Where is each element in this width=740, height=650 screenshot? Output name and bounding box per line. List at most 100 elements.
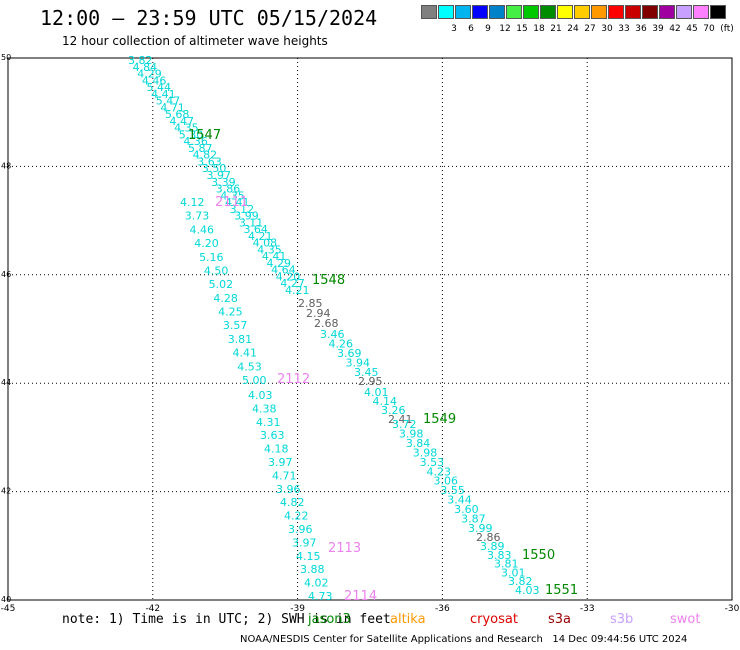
swh-value: 3.98 (399, 427, 424, 440)
swh-value: 2.95 (358, 375, 383, 388)
swh-value: 4.12 (180, 196, 205, 209)
mission-jason3: jason3 (308, 612, 351, 627)
swh-value: 3.73 (185, 210, 210, 223)
legend-label: 6 (468, 24, 474, 34)
lat-tick-label: 44 (1, 378, 11, 387)
swh-value: 4.03 (248, 389, 273, 402)
swh-value: 3.12 (230, 203, 255, 216)
swh-value: 3.88 (300, 563, 325, 576)
swh-value: 3.57 (223, 319, 248, 332)
swh-value: 3.72 (392, 418, 417, 431)
swh-value: 4.38 (252, 402, 277, 415)
swh-value: 3.97 (207, 169, 232, 182)
mission-swot: swot (670, 612, 701, 627)
swh-value: 4.35 (220, 189, 245, 202)
swh-value: 4.31 (256, 416, 281, 429)
swh-value: 4.36 (183, 135, 208, 148)
swh-value: 3.96 (288, 523, 313, 536)
swh-value: 4.25 (218, 306, 243, 319)
legend-label: 3 (451, 24, 457, 34)
swh-value: 3.60 (454, 503, 479, 516)
mission-altika: altika (390, 612, 426, 627)
swh-value: 3.98 (413, 446, 438, 459)
legend-swatch (710, 5, 726, 19)
swh-value: 5.16 (199, 251, 224, 264)
swh-value: 3.39 (211, 176, 236, 189)
legend-swatch (642, 5, 658, 19)
swh-value: 5.00 (242, 374, 267, 387)
legend-swatch (608, 5, 624, 19)
swh-value: 4.53 (237, 360, 262, 373)
legend-swatch (574, 5, 590, 19)
swh-value: 4.41 (151, 88, 176, 101)
legend-swatch (523, 5, 539, 19)
legend-unit: (ft) (720, 24, 734, 34)
pass-label-2111: 2111 (215, 195, 248, 210)
swh-value: 4.71 (160, 101, 185, 114)
swh-value: 4.03 (515, 584, 540, 597)
swh-value: 4.29 (137, 68, 162, 81)
lon-tick-label: -36 (435, 604, 450, 614)
swh-value: 4.18 (264, 443, 289, 456)
lat-tick-label: 42 (1, 487, 11, 496)
pass-label-1549: 1549 (423, 412, 456, 427)
legend-label: 70 (703, 24, 715, 34)
lon-tick-label: -30 (725, 604, 740, 614)
mission-cryosat: cryosat (470, 612, 518, 627)
swh-value: 2.86 (476, 531, 501, 544)
legend-label: 18 (533, 24, 545, 34)
swh-value: 3.46 (320, 328, 345, 341)
swh-value: 4.02 (304, 577, 329, 590)
legend-label: 33 (618, 24, 630, 34)
legend-swatch (455, 5, 471, 19)
lon-tick-label: -42 (145, 604, 160, 614)
swh-value: 4.47 (170, 115, 195, 128)
swh-value: 5.47 (156, 95, 181, 108)
swh-value: 4.21 (285, 284, 310, 297)
lon-tick-label: -33 (580, 604, 595, 614)
pass-label-1551: 1551 (545, 583, 578, 598)
swh-value: 3.99 (234, 210, 258, 223)
swh-value: 3.63 (197, 155, 222, 168)
legend-swatch (557, 5, 573, 19)
lat-tick-label: 48 (1, 161, 11, 170)
legend-label: 42 (669, 24, 681, 34)
swh-value: 3.01 (501, 566, 526, 579)
swh-value: 4.28 (213, 292, 238, 305)
swh-value: 4.01 (364, 386, 389, 399)
swh-value: 4.84 (133, 61, 158, 74)
swh-value: 2.68 (314, 317, 339, 330)
swh-value: 3.50 (202, 162, 227, 175)
swh-value: 4.26 (329, 338, 354, 351)
footer-note: note: 1) Time is in UTC; 2) SWH is in fe… (62, 612, 391, 627)
swh-value: 2.85 (298, 297, 323, 310)
lat-tick-label: 40 (1, 595, 11, 604)
swh-value: 4.41 (262, 250, 287, 263)
swh-value: 4.14 (373, 395, 398, 408)
pass-label-2112: 2112 (277, 372, 310, 387)
swh-value: 5.87 (188, 142, 213, 155)
swh-value: 4.64 (271, 264, 296, 277)
swh-value: 4.20 (276, 270, 301, 283)
swh-value: 3.11 (239, 216, 264, 229)
swh-value: 3.83 (487, 549, 512, 562)
swh-value: 3.26 (381, 404, 406, 417)
swh-value: 4.20 (194, 237, 219, 250)
legend-swatch (591, 5, 607, 19)
swh-value: 3.63 (260, 429, 285, 442)
swh-value: 4.21 (248, 230, 273, 243)
swh-value: 3.82 (508, 575, 533, 588)
swh-value: 4.08 (253, 237, 277, 250)
pass-label-1547: 1547 (188, 128, 221, 143)
swh-value: 4.46 (190, 223, 215, 236)
swh-value: 4.71 (272, 469, 297, 482)
legend-label: 30 (601, 24, 613, 34)
legend-label: 39 (652, 24, 664, 34)
swh-value: 3.81 (494, 558, 519, 571)
mission-s3a: s3a (548, 612, 572, 627)
legend-label: 45 (686, 24, 698, 34)
swh-value: 3.69 (337, 347, 362, 360)
mission-s3b: s3b (610, 612, 634, 627)
swh-value: 4.27 (280, 277, 305, 290)
